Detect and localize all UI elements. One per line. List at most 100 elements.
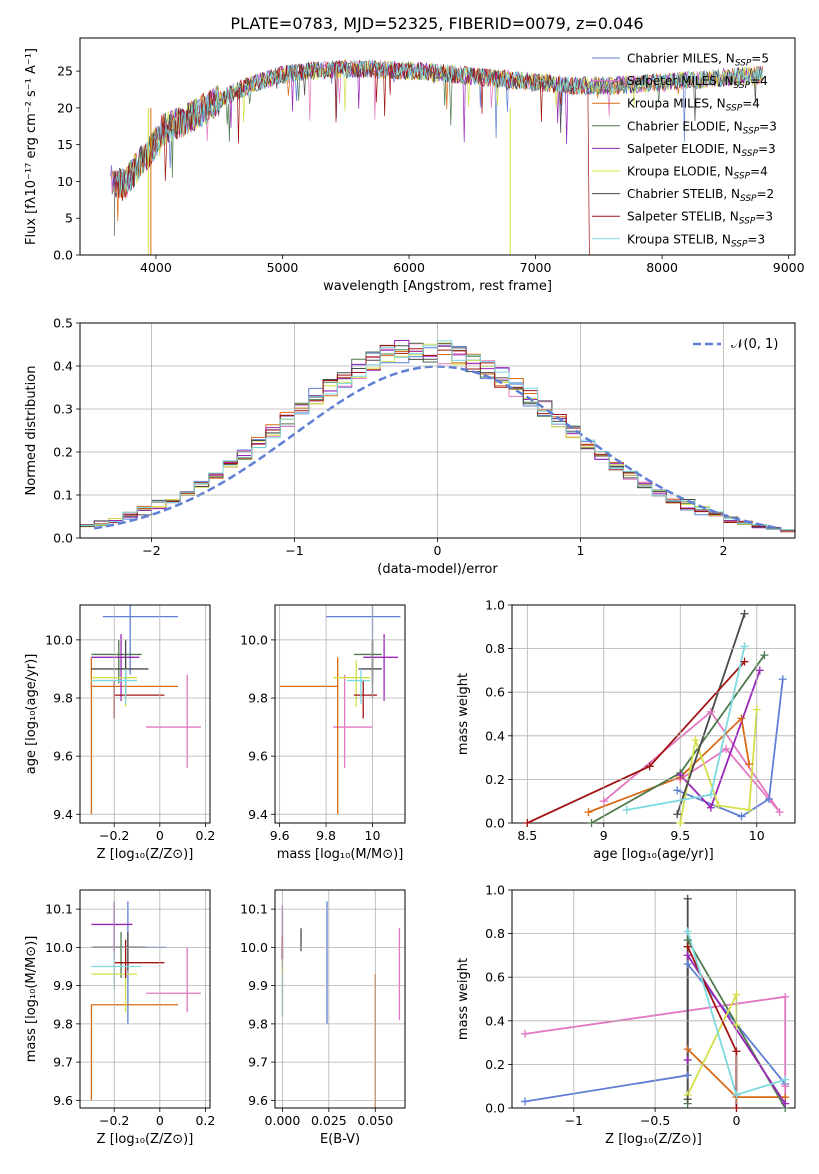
figure-title: PLATE=0783, MJD=52325, FIBERID=0079, z=0…	[230, 14, 643, 33]
plus-marker	[706, 803, 715, 812]
plus-marker	[740, 642, 749, 651]
errorbar-point	[90, 657, 179, 815]
plus-marker	[673, 786, 682, 795]
y-tick-label: 0.1	[53, 488, 73, 503]
plus-marker	[752, 705, 761, 714]
errorbar-point	[91, 932, 140, 978]
plus-marker	[706, 707, 715, 716]
plus-marker	[760, 651, 769, 660]
weight_vs_age-frame	[511, 604, 796, 824]
plus-marker	[781, 1099, 790, 1108]
y-tick-label: 9.4	[53, 807, 73, 822]
y-tick-label: 0.0	[485, 1101, 505, 1116]
y-tick-label: 0.0	[53, 248, 73, 263]
y-tick-label: 0.2	[53, 445, 73, 460]
errorbar-point	[346, 668, 371, 704]
x-tick-label: 5000	[267, 260, 299, 275]
y-tick-label: 9.9	[53, 978, 73, 993]
legend-label: Chabrier MILES, NSSP=5	[627, 52, 769, 69]
age_vs_mass-xlabel: mass [log₁₀(M/M⊙)]	[277, 847, 404, 862]
plus-marker	[622, 805, 631, 814]
errorbar-point	[102, 605, 179, 675]
plus-marker	[775, 808, 784, 817]
plus-marker	[599, 797, 608, 806]
y-tick-label: 0.6	[485, 970, 505, 985]
plus-marker	[732, 1090, 741, 1099]
legend-label: Salpeter STELIB, NSSP=3	[627, 210, 773, 227]
age_vs_Z-ylabel: age [log₁₀(age/yr)]	[24, 654, 39, 775]
errorbar-point	[333, 660, 371, 707]
x-tick-label: −1	[285, 543, 303, 558]
spectrum-series-line	[114, 59, 590, 255]
weight-series-line	[626, 646, 746, 811]
errorbar-point	[358, 639, 382, 699]
errorbar-point	[353, 680, 378, 719]
legend-label: Chabrier ELODIE, NSSP=3	[627, 119, 777, 136]
x-tick-label: 1	[577, 543, 585, 558]
mass_vs_Z-frame	[79, 889, 211, 1109]
mass_vs_Z-xlabel: Z [log₁₀(Z/Z⊙)]	[97, 1132, 194, 1147]
plus-marker	[781, 1075, 790, 1084]
spectrum-xlabel: wavelength [Angstrom, rest frame]	[323, 279, 552, 294]
spectrum-series-line	[115, 60, 764, 196]
y-tick-label: 0.4	[485, 728, 505, 743]
plus-marker	[732, 1047, 741, 1056]
x-tick-label: 2	[720, 543, 728, 558]
x-tick-label: 0	[156, 828, 164, 843]
errorbar-point	[353, 639, 382, 684]
y-tick-label: 10.0	[240, 940, 268, 955]
y-tick-label: 9.8	[248, 1016, 268, 1031]
residuals-axes: −2 −1 0 1 2 0.0 0.1 0.2 0.3 0.4 0.5 (data-model)/er…	[24, 316, 796, 577]
age_vs_mass-plot-area	[279, 605, 401, 815]
age_vs_mass-frame	[274, 604, 406, 824]
errorbar-point	[146, 947, 201, 1013]
x-tick-label: −0.2	[99, 828, 129, 843]
spectrum-frame	[79, 37, 796, 256]
legend-label: Kroupa MILES, NSSP=4	[627, 97, 760, 114]
x-tick-label: 10	[749, 828, 765, 843]
y-tick-label: 0.0	[53, 531, 73, 546]
plus-marker	[764, 795, 773, 804]
x-tick-label: −1	[565, 1113, 583, 1128]
age_vs_Z-plot-area	[90, 605, 201, 815]
y-tick-label: 9.6	[248, 1093, 268, 1108]
plus-marker	[732, 1104, 741, 1112]
plus-marker	[683, 1045, 692, 1054]
plus-marker	[676, 819, 685, 827]
mass_vs_ebv-frame	[274, 889, 406, 1109]
x-tick-label: 0	[732, 1113, 740, 1128]
plus-marker	[740, 657, 749, 666]
y-tick-label: 0.8	[485, 926, 505, 941]
legend-label: Salpeter ELODIE, NSSP=3	[627, 142, 776, 159]
y-tick-label: 9.6	[248, 749, 268, 764]
y-tick-label: 9.8	[53, 1016, 73, 1031]
y-tick-label: 9.9	[248, 978, 268, 993]
y-tick-label: 5	[65, 211, 73, 226]
x-tick-label: 0.000	[265, 1113, 301, 1128]
y-tick-label: 9.4	[248, 807, 268, 822]
x-tick-label: 0.2	[195, 1113, 215, 1128]
plus-marker	[587, 819, 596, 827]
x-tick-label: 9.6	[270, 828, 290, 843]
plus-marker	[683, 1071, 692, 1080]
residuals-frame	[79, 322, 796, 539]
errorbar-point	[93, 932, 147, 971]
y-tick-label: 9.6	[53, 749, 73, 764]
y-tick-label: 0.8	[485, 641, 505, 656]
y-tick-label: 1.0	[485, 598, 505, 613]
x-tick-label: 9.5	[670, 828, 690, 843]
legend-label: Salpeter MILES, NSSP=4	[627, 74, 768, 91]
plus-marker	[523, 819, 532, 827]
residuals-legend: 𝒩(0, 1)	[693, 337, 778, 352]
plus-marker	[732, 1021, 741, 1030]
y-tick-label: 10	[57, 174, 73, 189]
errorbar-point	[91, 901, 133, 959]
y-tick-label: 10.1	[45, 902, 73, 917]
errorbar-point	[91, 951, 142, 990]
x-tick-label: 9000	[773, 260, 805, 275]
y-tick-label: 9.6	[53, 1093, 73, 1108]
x-tick-label: −2	[142, 543, 160, 558]
plus-marker	[683, 894, 692, 903]
